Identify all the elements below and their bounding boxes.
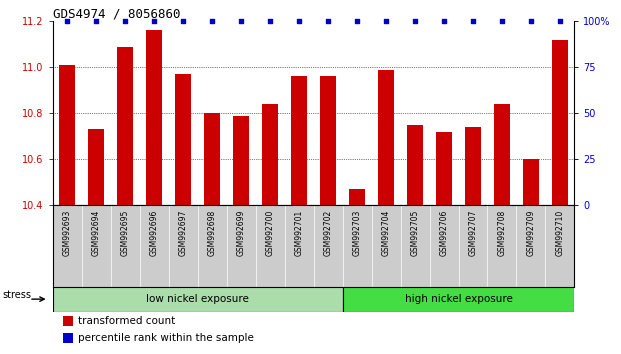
Bar <box>204 113 220 205</box>
Text: GSM992709: GSM992709 <box>527 209 535 256</box>
Bar <box>233 116 249 205</box>
Text: GSM992694: GSM992694 <box>92 209 101 256</box>
Text: low nickel exposure: low nickel exposure <box>147 294 249 304</box>
Bar <box>117 47 134 205</box>
Bar <box>378 69 394 205</box>
Point <box>91 18 101 24</box>
Point <box>236 18 246 24</box>
Bar <box>88 130 104 205</box>
Bar <box>494 104 510 205</box>
Text: stress: stress <box>2 290 32 301</box>
Text: GSM992703: GSM992703 <box>353 209 361 256</box>
Bar <box>53 287 343 312</box>
Text: GSM992705: GSM992705 <box>410 209 420 256</box>
Bar <box>175 74 191 205</box>
Point <box>120 18 130 24</box>
Point <box>294 18 304 24</box>
Text: GSM992708: GSM992708 <box>497 209 507 256</box>
Bar <box>349 189 365 205</box>
Text: GSM992695: GSM992695 <box>120 209 130 256</box>
Bar <box>436 132 452 205</box>
Point <box>555 18 565 24</box>
Bar <box>343 287 574 312</box>
Point <box>149 18 159 24</box>
Text: GSM992699: GSM992699 <box>237 209 246 256</box>
Bar <box>291 76 307 205</box>
Bar <box>63 316 73 326</box>
Point <box>468 18 478 24</box>
Text: GSM992700: GSM992700 <box>266 209 274 256</box>
Text: GSM992698: GSM992698 <box>207 209 217 256</box>
Text: transformed count: transformed count <box>78 316 175 326</box>
Text: GSM992701: GSM992701 <box>294 209 304 256</box>
Point <box>265 18 275 24</box>
Text: GSM992696: GSM992696 <box>150 209 159 256</box>
Point <box>410 18 420 24</box>
Bar <box>407 125 423 205</box>
Text: GSM992706: GSM992706 <box>440 209 448 256</box>
Bar <box>320 76 336 205</box>
Point <box>207 18 217 24</box>
Bar <box>552 40 568 205</box>
Text: GSM992707: GSM992707 <box>468 209 478 256</box>
Text: GDS4974 / 8056860: GDS4974 / 8056860 <box>53 7 180 20</box>
Text: GSM992704: GSM992704 <box>381 209 391 256</box>
Point <box>62 18 72 24</box>
Text: high nickel exposure: high nickel exposure <box>404 294 512 304</box>
Point <box>178 18 188 24</box>
Text: GSM992697: GSM992697 <box>179 209 188 256</box>
Text: GSM992710: GSM992710 <box>555 209 564 256</box>
Point <box>526 18 536 24</box>
Bar <box>465 127 481 205</box>
Bar <box>60 65 75 205</box>
Point <box>439 18 449 24</box>
Point <box>323 18 333 24</box>
Text: GSM992702: GSM992702 <box>324 209 333 256</box>
Bar <box>63 333 73 343</box>
Text: percentile rank within the sample: percentile rank within the sample <box>78 333 254 343</box>
Bar <box>262 104 278 205</box>
Bar <box>147 30 162 205</box>
Point <box>352 18 362 24</box>
Point <box>497 18 507 24</box>
Bar <box>523 159 539 205</box>
Text: GSM992693: GSM992693 <box>63 209 72 256</box>
Point <box>381 18 391 24</box>
